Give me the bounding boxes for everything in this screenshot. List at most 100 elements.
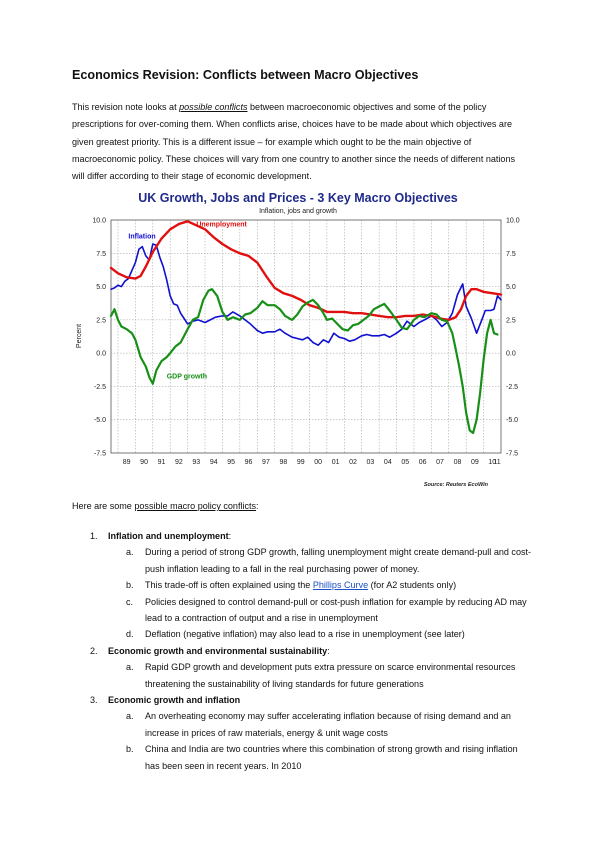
macro-policy-conflicts-link[interactable]: possible macro policy conflicts (134, 501, 257, 511)
y-tick-label-right: 2.5 (506, 317, 516, 324)
sub-item: a. During a period of strong GDP growth,… (72, 544, 532, 577)
sub-item: b. This trade-off is often explained usi… (72, 577, 532, 593)
sub-item-text: During a period of strong GDP growth, fa… (145, 547, 532, 574)
intro-paragraph: This revision note looks at possible con… (72, 99, 524, 185)
y-tick-label-left: -7.5 (94, 451, 106, 458)
x-tick-label: 07 (436, 459, 444, 466)
sub-item-text: China and India are two countries where … (145, 744, 518, 771)
chart-grid (110, 219, 502, 454)
intro-text-end: between macroeconomic objectives and som… (72, 102, 516, 182)
sub-item: a. Rapid GDP growth and development puts… (72, 659, 532, 692)
sub-item-letter: b. (126, 580, 134, 591)
chart-lines (109, 220, 503, 435)
conflicts-list: 1. Inflation and unemployment: a. During… (72, 528, 532, 774)
x-tick-label: 06 (419, 459, 427, 466)
x-tick-label: 97 (262, 459, 270, 466)
x-tick-label: 08 (454, 459, 462, 466)
series-label-unemployment: Unemployment (196, 222, 247, 229)
x-tick-label: 05 (401, 459, 409, 466)
sub-item-letter: d. (126, 629, 134, 640)
item-title: Economic growth and inflation (108, 695, 241, 706)
conflicts-intro-start: Here are some (72, 501, 135, 511)
conflicts-intro-end: : (256, 501, 259, 511)
y-tick-label-left: 10.0 (92, 218, 106, 225)
x-tick-label: 03 (367, 459, 375, 466)
item-number: 1. (90, 531, 98, 541)
y-tick-label-left: 5.0 (96, 284, 106, 291)
item-number: 3. (90, 695, 98, 706)
series-line-gdp (109, 288, 499, 435)
x-tick-label: 98 (279, 459, 287, 466)
page-title: Economics Revision: Conflicts between Ma… (72, 68, 419, 82)
sub-item-text: Rapid GDP growth and development puts ex… (145, 662, 516, 689)
chart-svg: UK Growth, Jobs and Prices - 3 Key Macro… (76, 191, 520, 488)
y-tick-label-right: 5.0 (506, 284, 516, 291)
y-tick-label-right: -2.5 (506, 384, 518, 391)
sub-item-text: An overheating economy may suffer accele… (145, 711, 511, 738)
y-tick-label-right: 7.5 (506, 251, 516, 258)
y-tick-label-left: 2.5 (96, 317, 106, 324)
series-label-gdp: GDP growth (167, 373, 207, 380)
x-tick-label: 09 (471, 459, 479, 466)
chart-source: Source: Reuters EcoWin (424, 482, 489, 488)
series-line-inflation (110, 243, 502, 346)
x-tick-label: 00 (314, 459, 322, 466)
sub-item: d. Deflation (negative inflation) may al… (72, 626, 532, 642)
plot-frame (110, 219, 502, 454)
x-tick-label: 91 (158, 459, 166, 466)
phillips-curve-link[interactable]: Phillips Curve (312, 580, 369, 591)
chart-subtitle: Inflation, jobs and growth (259, 208, 337, 215)
sub-item-letter: a. (126, 662, 134, 673)
sub-item-text: Policies designed to control demand-pull… (145, 596, 527, 624)
item-title: Economic growth and environmental sustai… (108, 645, 328, 656)
sub-item: a. An overheating economy may suffer acc… (72, 708, 532, 741)
item-title: Inflation and unemployment (108, 531, 229, 541)
list-item: 1. Inflation and unemployment: (72, 528, 532, 544)
y-tick-label-right: -7.5 (506, 451, 518, 458)
chart-axes: 10.0 10.0 7.5 7.5 5.0 5.0 2.5 2.5 0.0 0.0 -2.5 -2.5… (92, 218, 519, 467)
y-axis-label: Percent (76, 324, 83, 348)
x-tick-label: 11 (493, 459, 500, 466)
sub-item: b. China and India are two countries whe… (72, 741, 532, 774)
x-tick-label: 01 (332, 459, 340, 466)
sub-item-letter: a. (126, 547, 134, 558)
y-tick-label-left: -5.0 (94, 417, 106, 424)
x-tick-label: 10 (488, 459, 496, 466)
sub-item-letter: c. (126, 596, 134, 607)
series-label-inflation: Inflation (128, 234, 155, 241)
series-line-unemployment (109, 220, 503, 322)
macro-objectives-chart: UK Growth, Jobs and Prices - 3 Key Macro… (68, 186, 528, 490)
x-tick-label: 04 (384, 459, 392, 466)
x-tick-label: 94 (210, 459, 218, 466)
y-tick-label-right: 0.0 (506, 351, 516, 358)
x-tick-label: 92 (175, 459, 183, 466)
sub-item-text-start: This trade-off is often explained using … (145, 580, 313, 591)
y-tick-label-left: 0.0 (96, 351, 106, 358)
x-tick-label: 95 (227, 459, 235, 466)
x-tick-label: 96 (245, 459, 253, 466)
chart-series-labels: Inflation Unemployment GDP growth (128, 222, 247, 381)
conflicts-intro: Here are some possible macro policy conf… (72, 501, 259, 511)
item-number: 2. (90, 645, 98, 656)
sub-item-letter: b. (126, 744, 134, 755)
y-tick-label-left: -2.5 (94, 384, 106, 391)
x-tick-label: 93 (192, 459, 200, 466)
sub-item: c. Policies designed to control demand-p… (72, 594, 532, 627)
chart-title: UK Growth, Jobs and Prices - 3 Key Macro… (138, 191, 458, 205)
item-title-suffix: : (228, 531, 232, 541)
x-tick-label: 02 (349, 459, 357, 466)
x-tick-label: 99 (297, 459, 305, 466)
item-title-suffix: : (327, 645, 330, 656)
x-tick-label: 89 (123, 459, 131, 466)
x-tick-label: 90 (140, 459, 148, 466)
list-item: 3. Economic growth and inflation (72, 692, 532, 708)
list-item: 2. Economic growth and environmental sus… (72, 643, 532, 659)
sub-item-letter: a. (126, 711, 134, 722)
y-tick-label-left: 7.5 (96, 251, 106, 258)
y-tick-label-right: 10.0 (506, 218, 520, 225)
y-tick-label-right: -5.0 (506, 417, 518, 424)
possible-conflicts-link[interactable]: possible conflicts (179, 102, 248, 112)
sub-item-text-end: (for A2 students only) (368, 580, 457, 591)
intro-text-start: This revision note looks at (72, 102, 180, 112)
sub-item-text: Deflation (negative inflation) may also … (145, 629, 465, 640)
